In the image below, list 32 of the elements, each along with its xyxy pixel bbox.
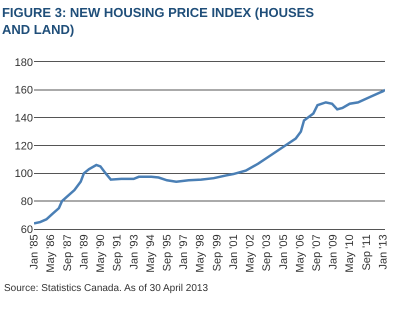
x-tick-label: Jan '89 (78, 234, 90, 270)
x-tick-label: Sep '07 (311, 234, 324, 272)
line-series (34, 88, 385, 225)
x-tick-label: May '02 (244, 234, 257, 273)
y-tick-label: 60 (20, 224, 33, 236)
x-tick-label: May '90 (94, 234, 107, 273)
y-tick-label: 80 (20, 196, 33, 208)
x-tick-label: May '10 (344, 234, 356, 273)
x-tick-label: Sep '99 (211, 234, 224, 272)
x-tick-label: Sep '87 (62, 234, 74, 272)
x-tick-label: May '86 (45, 234, 58, 273)
x-tick-label: Jan '05 (278, 234, 290, 270)
x-tick-label: Jan '09 (328, 234, 340, 270)
x-tick-label: Sep '03 (261, 234, 274, 272)
source-note: Source: Statistics Canada. As of 30 April 2013 (4, 283, 208, 294)
x-tick-label: Sep '11 (360, 234, 373, 271)
chart-title: FIGURE 3: NEW HOUSING PRICE INDEX (HOUSES AND LAND) (2, 5, 314, 38)
x-tick-label: Jan '97 (178, 234, 190, 270)
x-tick-label: May '06 (294, 234, 306, 273)
y-tick-label: 100 (14, 168, 33, 180)
y-tick-label: 180 (14, 56, 33, 69)
x-tick-label: Jan '13 (378, 234, 390, 270)
x-tick-label: Jan '01 (228, 234, 240, 270)
x-tick-label: Sep '95 (161, 234, 174, 272)
x-tick-label: Jan '85 (28, 234, 41, 270)
y-tick-label: 140 (14, 112, 33, 125)
x-tick-label: Jan '93 (128, 234, 140, 270)
x-tick-label: May '94 (144, 234, 157, 273)
y-tick-label: 160 (14, 84, 33, 97)
y-tick-label: 120 (14, 140, 33, 152)
x-tick-label: May '98 (194, 234, 207, 273)
x-tick-label: Sep '91 (112, 234, 124, 272)
